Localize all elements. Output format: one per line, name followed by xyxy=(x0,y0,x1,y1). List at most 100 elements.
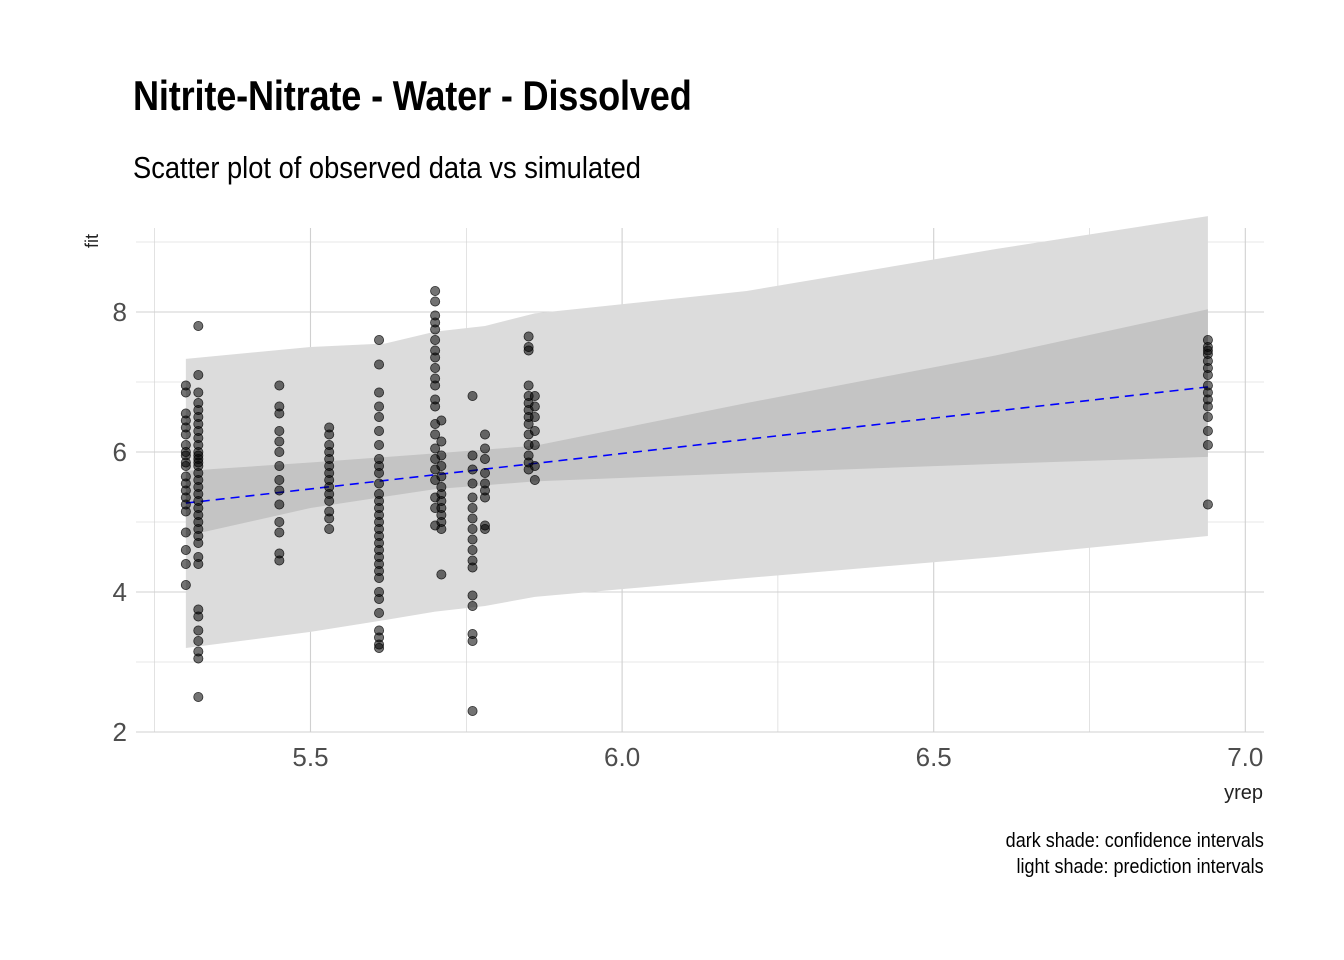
data-point xyxy=(467,524,478,535)
data-point xyxy=(436,415,447,426)
data-point xyxy=(274,485,285,496)
y-tick-label: 2 xyxy=(113,717,127,747)
y-tick-label: 6 xyxy=(113,437,127,467)
chart-subtitle: Scatter plot of observed data vs simulat… xyxy=(133,150,641,185)
data-point xyxy=(193,636,204,647)
data-point xyxy=(180,527,191,538)
data-point xyxy=(374,594,385,605)
y-tick-label: 4 xyxy=(113,577,127,607)
data-point xyxy=(430,429,441,440)
data-point xyxy=(467,590,478,601)
x-tick-label: 5.5 xyxy=(292,742,328,772)
interval-bands xyxy=(185,216,1208,648)
data-point xyxy=(467,502,478,513)
data-point xyxy=(1202,411,1213,422)
data-point xyxy=(1202,425,1213,436)
data-point xyxy=(374,573,385,584)
data-point xyxy=(274,436,285,447)
data-points xyxy=(180,285,1213,717)
data-point xyxy=(324,429,335,440)
data-point xyxy=(436,460,447,471)
chart-title: Nitrite-Nitrate - Water - Dissolved xyxy=(133,72,692,119)
data-point xyxy=(374,411,385,422)
data-point xyxy=(193,611,204,622)
fit-line xyxy=(185,386,1209,504)
data-point xyxy=(430,352,441,363)
data-point xyxy=(374,359,385,370)
data-point xyxy=(479,443,490,454)
data-point xyxy=(274,527,285,538)
data-point xyxy=(274,425,285,436)
data-point xyxy=(467,492,478,503)
data-point xyxy=(180,387,191,398)
x-tick-label: 7.0 xyxy=(1227,742,1263,772)
data-point xyxy=(529,390,540,401)
data-point xyxy=(529,439,540,450)
data-point xyxy=(436,524,447,535)
data-point xyxy=(479,453,490,464)
data-point xyxy=(529,460,540,471)
data-point xyxy=(324,495,335,506)
data-point xyxy=(274,555,285,566)
data-point xyxy=(436,436,447,447)
data-point xyxy=(430,324,441,335)
data-point xyxy=(467,450,478,461)
caption-prediction-note: light shade: prediction intervals xyxy=(1016,856,1264,878)
data-point xyxy=(529,411,540,422)
data-point xyxy=(193,625,204,636)
data-point xyxy=(374,643,385,654)
data-point xyxy=(193,559,204,570)
data-point xyxy=(430,296,441,307)
data-point xyxy=(274,380,285,391)
data-point xyxy=(430,362,441,373)
data-point xyxy=(324,513,335,524)
data-point xyxy=(467,464,478,475)
data-point xyxy=(529,401,540,412)
data-point xyxy=(467,545,478,556)
data-point xyxy=(479,429,490,440)
data-point xyxy=(479,524,490,535)
data-point xyxy=(274,474,285,485)
data-point xyxy=(374,439,385,450)
data-point xyxy=(523,418,534,429)
data-point xyxy=(523,331,534,342)
data-point xyxy=(430,401,441,412)
data-point xyxy=(193,653,204,664)
data-point xyxy=(467,601,478,612)
data-point xyxy=(274,460,285,471)
data-point xyxy=(529,474,540,485)
data-point xyxy=(467,513,478,524)
data-point xyxy=(1202,439,1213,450)
x-tick-label: 6.5 xyxy=(916,742,952,772)
data-point xyxy=(436,450,447,461)
x-axis-title: yrep xyxy=(1224,782,1263,804)
data-point xyxy=(467,534,478,545)
data-point xyxy=(374,467,385,478)
data-point xyxy=(1202,369,1213,380)
data-point xyxy=(193,320,204,331)
data-point xyxy=(180,545,191,556)
data-point xyxy=(374,334,385,345)
data-point xyxy=(374,425,385,436)
axis-tick-labels: 5.5 6.0 6.5 7.0 2 4 6 8 xyxy=(113,297,1264,772)
data-point xyxy=(274,408,285,419)
data-point xyxy=(1202,401,1213,412)
data-point xyxy=(1202,499,1213,510)
y-tick-label: 8 xyxy=(113,297,127,327)
data-point xyxy=(324,524,335,535)
data-point xyxy=(274,517,285,528)
data-point xyxy=(193,692,204,703)
data-point xyxy=(479,467,490,478)
data-point xyxy=(436,569,447,580)
data-point xyxy=(180,580,191,591)
data-point xyxy=(193,387,204,398)
data-point xyxy=(374,478,385,489)
data-point xyxy=(193,369,204,380)
y-axis-title: fit xyxy=(82,234,102,248)
data-point xyxy=(529,425,540,436)
data-point xyxy=(436,471,447,482)
caption-confidence-note: dark shade: confidence intervals xyxy=(1005,830,1264,852)
data-point xyxy=(180,460,191,471)
data-point xyxy=(274,446,285,457)
data-point xyxy=(374,401,385,412)
